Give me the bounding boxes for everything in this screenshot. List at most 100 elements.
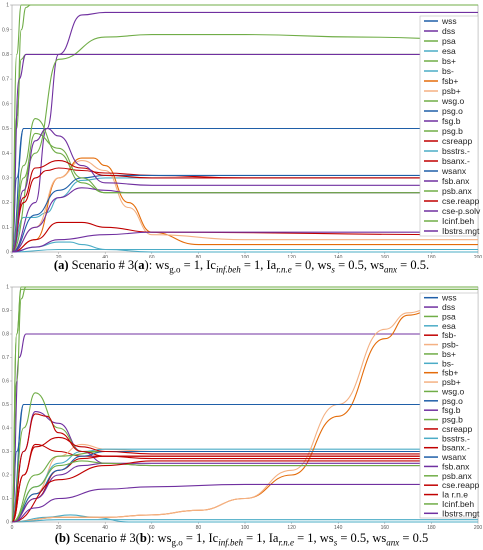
series-line-bsanx- xyxy=(11,221,479,253)
x-tick-label-7: 140 xyxy=(334,525,343,531)
x-tick-label-4: 80 xyxy=(196,525,202,531)
series-line-fsb-anx xyxy=(11,462,478,523)
legend-label-22: Icinf.beh xyxy=(442,499,474,509)
series-line-wsg-o xyxy=(11,450,478,523)
legend-label-7: bs- xyxy=(442,358,454,368)
series-line-psb- xyxy=(11,160,478,253)
series-line-wsanx xyxy=(11,174,478,253)
legend-label-4: fsb- xyxy=(442,330,456,340)
series-line-fsg-b xyxy=(11,411,478,523)
y-tick-label-2: 0.2 xyxy=(2,473,9,479)
y-tick-label-5: 0.5 xyxy=(2,126,9,132)
legend-label-9: psb+ xyxy=(442,377,461,387)
legend-label-6: bs+ xyxy=(442,349,456,359)
series-line-Icinf-beh xyxy=(11,4,478,253)
series-line-csreapp xyxy=(11,413,478,523)
chart-a: 0 20 40 60 80 100 120 140 160 180 200 0 0.1 0.2 0.3 0.4… xyxy=(2,3,483,258)
legend-label-21: Ia r.n.e xyxy=(442,490,468,500)
legend-label-18: fsb.anx xyxy=(442,461,470,471)
legend-label-21: Ibstrs.mgt xyxy=(442,226,480,236)
y-tick-label-1: 0.1 xyxy=(2,496,9,502)
y-tick-label-0: 0 xyxy=(6,520,9,526)
x-tick-label-10: 200 xyxy=(474,255,483,258)
legend-label-10: fsg.b xyxy=(442,116,461,126)
y-tick-label-6: 0.6 xyxy=(2,379,9,385)
x-tick-label-7: 140 xyxy=(334,255,343,258)
y-tick-label-10: 1 xyxy=(6,285,9,291)
caption-a: (a) Scenario # 3(a): wsg.o = 1, Icinf.be… xyxy=(53,258,430,275)
series-line-fsb- xyxy=(11,157,478,253)
y-tick-label-3: 0.3 xyxy=(2,176,9,182)
legend-label-15: wsanx xyxy=(441,166,467,176)
series-line-bsstrs- xyxy=(11,519,478,523)
legend-label-5: psb- xyxy=(442,340,459,350)
series-line-Ibstrs-mgt xyxy=(11,483,478,523)
legend-label-23: Ibstrs.mgt xyxy=(442,508,480,518)
y-tick-label-6: 0.6 xyxy=(2,101,9,107)
legend-label-8: wsg.o xyxy=(441,96,464,106)
chart-panel-b: 0 20 40 60 80 100 120 140 160 180 200 0 0.1 0.2 0.3 0.4… xyxy=(0,275,483,550)
y-tick-label-9: 0.9 xyxy=(2,308,9,314)
x-tick-label-3: 60 xyxy=(149,525,155,531)
x-tick-label-3: 60 xyxy=(149,255,155,258)
legend-label-20: Icinf.beh xyxy=(442,216,474,226)
series-line-psg-b xyxy=(11,392,478,523)
series-line-bs- xyxy=(11,288,478,523)
series-line-esa xyxy=(11,514,478,523)
legend-label-0: wss xyxy=(441,16,457,26)
series-line-Icinf-beh xyxy=(11,286,478,523)
legend-label-16: fsb.anx xyxy=(442,176,470,186)
y-tick-label-0: 0 xyxy=(6,250,9,256)
legend-label-15: bsstrs.- xyxy=(442,433,470,443)
legend-label-12: csreapp xyxy=(442,136,473,146)
x-tick-label-4: 80 xyxy=(196,255,202,258)
legend-label-6: fsb+ xyxy=(442,76,458,86)
legend-label-20: cse.reapp xyxy=(442,480,480,490)
series-line-psb-anx xyxy=(11,132,478,253)
x-tick-label-9: 180 xyxy=(427,525,436,531)
y-tick-label-3: 0.3 xyxy=(2,449,9,455)
y-tick-label-8: 0.8 xyxy=(2,332,9,338)
legend-label-2: psa xyxy=(442,311,456,321)
legend-label-0: wss xyxy=(441,293,457,303)
legend-label-8: fsb+ xyxy=(442,368,458,378)
series-line-cse-reapp xyxy=(11,436,478,523)
caption-b: (b) Scenario # 3(b): wsg.o = 1, Icinf.be… xyxy=(54,531,429,548)
legend-label-14: bsanx.- xyxy=(442,156,470,166)
x-tick-label-8: 160 xyxy=(381,525,390,531)
y-tick-label-4: 0.4 xyxy=(2,151,9,157)
series-line-fsb-anx xyxy=(11,187,478,253)
y-tick-label-2: 0.2 xyxy=(2,200,9,206)
legend-label-18: cse.reapp xyxy=(442,196,480,206)
legend-label-19: psb.anx xyxy=(442,471,473,481)
series-line-Ibstrs-mgt xyxy=(11,231,479,253)
x-tick-label-1: 20 xyxy=(56,255,62,258)
y-tick-label-10: 1 xyxy=(6,3,9,9)
y-tick-label-5: 0.5 xyxy=(2,402,9,408)
series-line-wss xyxy=(11,127,478,253)
series-line-psb- xyxy=(11,307,432,523)
legend-label-14: csreapp xyxy=(442,424,473,434)
legend-label-10: wsg.o xyxy=(441,386,464,396)
series-line-fsg-b xyxy=(11,53,478,253)
x-tick-label-9: 180 xyxy=(427,255,436,258)
legend-label-1: dss xyxy=(442,302,455,312)
x-tick-label-10: 200 xyxy=(474,525,483,531)
legend-box xyxy=(419,15,479,237)
x-tick-label-5: 100 xyxy=(241,525,250,531)
y-tick-label-8: 0.8 xyxy=(2,52,9,58)
legend-label-3: esa xyxy=(442,46,456,56)
chart-b: 0 20 40 60 80 100 120 140 160 180 200 0 0.1 0.2 0.3 0.4… xyxy=(2,285,483,531)
legend-label-13: bsstrs.- xyxy=(442,146,470,156)
legend-label-17: psb.anx xyxy=(442,186,473,196)
series-line-dss xyxy=(11,11,478,253)
legend-label-16: bsanx.- xyxy=(442,443,470,453)
y-tick-label-4: 0.4 xyxy=(2,426,9,432)
x-tick-label-5: 100 xyxy=(241,255,250,258)
legend-label-4: bs+ xyxy=(442,56,456,66)
legend-label-9: psg.o xyxy=(442,106,463,116)
legend-label-2: psa xyxy=(442,36,456,46)
series-line-psg-o xyxy=(11,403,478,523)
legend-label-13: psg.b xyxy=(442,415,463,425)
chart-panel-a: 0 20 40 60 80 100 120 140 160 180 200 0 0.1 0.2 0.3 0.4… xyxy=(2,3,483,275)
